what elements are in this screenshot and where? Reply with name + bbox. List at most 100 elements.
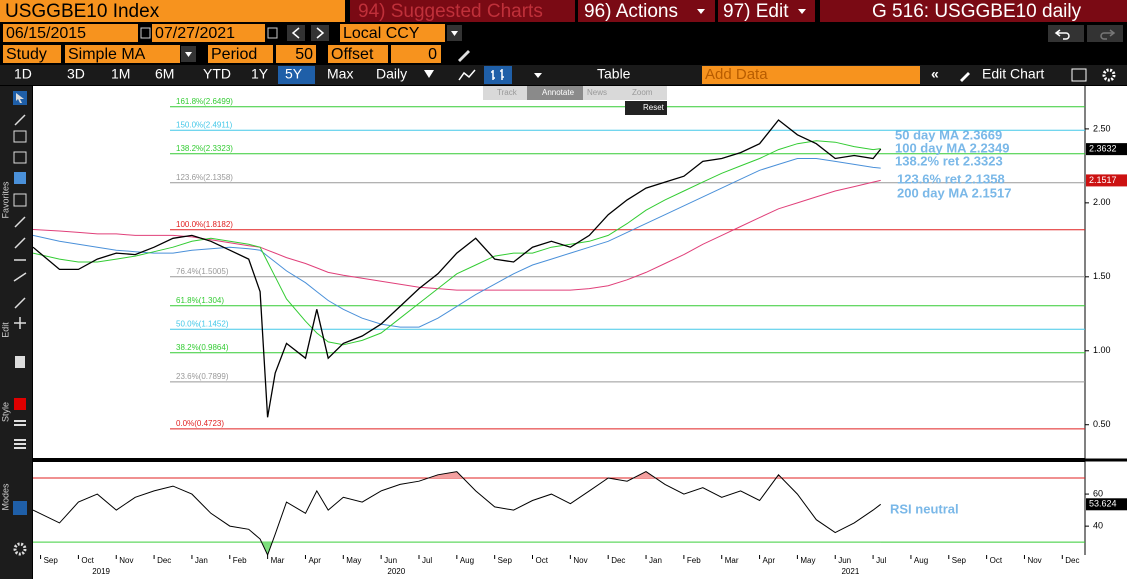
- move-tool[interactable]: [14, 317, 26, 329]
- chart-settings-icon[interactable]: [1071, 68, 1087, 82]
- pointer-icon: [16, 93, 24, 103]
- retracement-label: 138.2%(2.3323): [176, 144, 233, 153]
- calendar-icon[interactable]: [267, 27, 278, 39]
- sidebar-label: Favorites: [0, 181, 10, 219]
- offset-label: Offset: [331, 46, 374, 63]
- offset[interactable]: 0: [428, 46, 437, 63]
- bar-chart-icon: [491, 69, 504, 80]
- tool-item[interactable]: Track: [497, 88, 518, 97]
- period[interactable]: 50: [295, 46, 313, 63]
- next-button[interactable]: [311, 25, 329, 41]
- retracement-label: 100.0%(1.8182): [176, 220, 233, 229]
- period-label: Period: [211, 46, 257, 63]
- dropdown-arrow: [697, 9, 705, 14]
- retracement-label: 76.4%(1.5005): [176, 267, 229, 276]
- currency-field[interactable]: [340, 24, 445, 42]
- dropdown-arrow[interactable]: [534, 73, 542, 78]
- collapse-icon[interactable]: «: [931, 66, 939, 82]
- bar-chart-button[interactable]: [484, 66, 512, 84]
- edit-button[interactable]: [718, 0, 815, 22]
- prev-arrow: [291, 27, 300, 39]
- period-button[interactable]: 1M: [111, 66, 130, 82]
- table-button[interactable]: Table: [597, 66, 631, 82]
- start-date[interactable]: 06/15/2015: [6, 25, 86, 42]
- pen-icon[interactable]: [458, 50, 470, 62]
- suggested[interactable]: 94) Suggested Charts: [358, 1, 543, 22]
- actions[interactable]: 96) Actions: [584, 1, 678, 22]
- retracement-label: 23.6%(0.7899): [176, 372, 229, 381]
- period-button[interactable]: Max: [327, 66, 353, 82]
- color-tool[interactable]: [14, 398, 26, 410]
- reset[interactable]: Reset: [643, 103, 665, 112]
- draw-tool[interactable]: [14, 216, 26, 249]
- period-button[interactable]: 1Y: [251, 66, 269, 82]
- page-box: [820, 0, 1127, 22]
- x-tick-label: Jun: [384, 556, 397, 565]
- period-button[interactable]: YTD: [203, 66, 231, 82]
- period-field[interactable]: [276, 45, 316, 63]
- x-tick-label: Feb: [233, 556, 247, 565]
- pen-tool[interactable]: [14, 297, 26, 309]
- actions-button[interactable]: [578, 0, 715, 22]
- x-tick-label: Jul: [876, 556, 886, 565]
- add-data-field[interactable]: [702, 66, 920, 84]
- study-field[interactable]: [65, 45, 180, 63]
- tool-item[interactable]: Zoom: [632, 88, 653, 97]
- settings-tool[interactable]: [13, 542, 27, 556]
- retracement-label: 38.2%(0.9864): [176, 343, 229, 352]
- security-box[interactable]: [0, 0, 345, 22]
- prev-button[interactable]: [287, 25, 305, 41]
- draw-tool[interactable]: [13, 259, 27, 282]
- offset-field[interactable]: [391, 45, 441, 63]
- y-tick-label: 2.00: [1093, 197, 1111, 207]
- mode-tool[interactable]: [13, 501, 27, 515]
- x-tick-label: Nov: [119, 556, 133, 565]
- period-button[interactable]: 1D: [14, 66, 32, 82]
- x-tick-label: Oct: [990, 556, 1003, 565]
- start-date-field[interactable]: [3, 24, 138, 42]
- add-data[interactable]: Add Data: [705, 66, 768, 83]
- end-date[interactable]: 07/27/2021: [155, 25, 235, 42]
- next-arrow: [316, 27, 325, 39]
- rsi-label: RSI neutral: [890, 501, 959, 516]
- edit[interactable]: 97) Edit: [723, 1, 789, 22]
- period-button[interactable]: 5Y: [285, 66, 303, 82]
- edit-icon: [960, 72, 970, 82]
- x-tick-label: Jan: [195, 556, 208, 565]
- reset-button[interactable]: [625, 101, 667, 115]
- line-tool[interactable]: [14, 114, 26, 126]
- x-tick-label: Mar: [271, 556, 285, 565]
- ret-tool[interactable]: [13, 193, 27, 207]
- x-tick-label: May: [800, 556, 815, 565]
- retracement-label: 50.0%(1.1452): [176, 319, 229, 328]
- tool-item[interactable]: News: [587, 88, 607, 97]
- tool-item[interactable]: Annotate: [542, 88, 575, 97]
- edit-chart[interactable]: Edit Chart: [982, 66, 1044, 82]
- end-date-field[interactable]: [152, 24, 265, 42]
- price-tag: [1086, 143, 1127, 156]
- currency[interactable]: Local CCY: [343, 25, 420, 42]
- period-label-box: [208, 45, 273, 63]
- calendar-icon[interactable]: [140, 27, 151, 39]
- sidebar-icons: [13, 91, 27, 556]
- line-chart-icon[interactable]: [458, 69, 476, 81]
- style-tool[interactable]: [14, 420, 26, 449]
- text-tool[interactable]: [14, 172, 26, 184]
- frequency[interactable]: Daily: [376, 66, 407, 82]
- x-tick-label: Sep: [952, 556, 967, 565]
- x-tick-label: Sep: [498, 556, 513, 565]
- study-value[interactable]: Simple MA: [68, 46, 146, 63]
- security[interactable]: USGGBE10 Index: [5, 1, 160, 22]
- period-button[interactable]: 3D: [67, 66, 85, 82]
- fib-tool[interactable]: [13, 130, 27, 143]
- x-axis-panel: [33, 555, 1127, 579]
- delete-tool[interactable]: [15, 356, 25, 368]
- sidebar-label: Modes: [0, 483, 10, 511]
- suggested-button[interactable]: [350, 0, 575, 22]
- tool-highlight: [527, 86, 583, 100]
- legend-entry: 50 day MA 2.3669: [895, 127, 1002, 142]
- offset-label-box: [328, 45, 388, 63]
- period-button[interactable]: 6M: [155, 66, 174, 82]
- fib-tool[interactable]: [13, 151, 27, 164]
- gear-icon[interactable]: [1102, 68, 1116, 82]
